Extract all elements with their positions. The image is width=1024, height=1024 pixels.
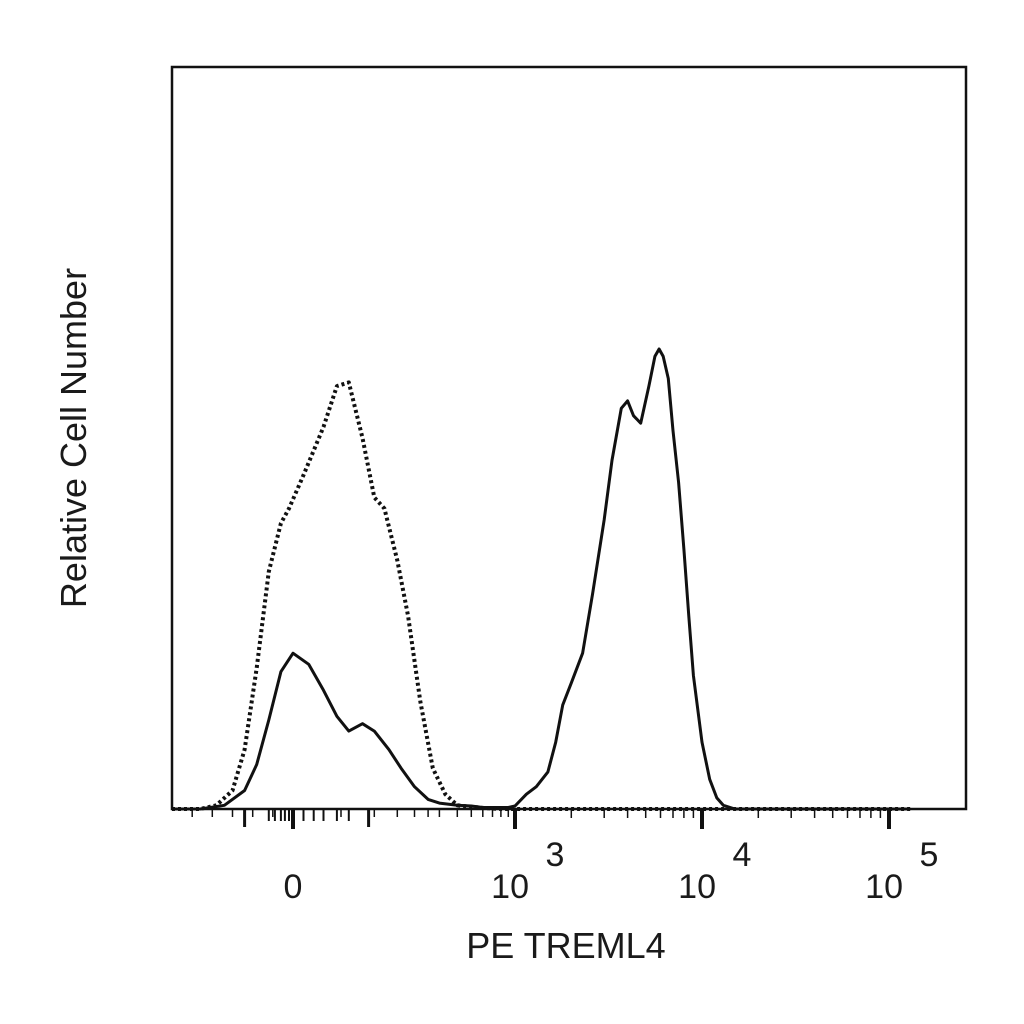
series-solid-line: [172, 347, 911, 811]
x-tick-label: 10: [678, 868, 716, 906]
plot-area: [170, 65, 968, 811]
x-tick-exponent: 4: [733, 836, 752, 874]
x-axis-title: PE TREML4: [466, 925, 665, 966]
x-tick-label: 10: [491, 868, 529, 906]
y-axis-title: Relative Cell Number: [53, 268, 94, 608]
x-tick-exponent: 3: [546, 836, 565, 874]
x-tick-exponent: 5: [920, 836, 939, 874]
series-dotted-line: [172, 380, 911, 811]
x-tick-label: 10: [865, 868, 903, 906]
x-axis: 0 10 3 10 4 10 5: [191, 809, 939, 906]
x-tick-label: 0: [284, 868, 303, 906]
plot-frame: [170, 65, 968, 811]
